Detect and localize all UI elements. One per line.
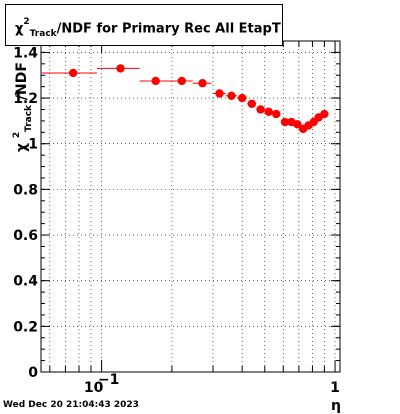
y-tick-label: 0 bbox=[28, 365, 38, 381]
y-axis-title-rest: /NDF bbox=[14, 62, 30, 100]
marker bbox=[256, 105, 265, 114]
data-point bbox=[293, 120, 302, 129]
data-point bbox=[139, 76, 170, 86]
data-layer bbox=[41, 64, 329, 134]
plot-frame bbox=[40, 40, 341, 373]
data-point bbox=[256, 105, 265, 114]
title-rest: /NDF for Primary Rec All EtapT bbox=[56, 21, 281, 37]
y-axis-title-sup: 2 bbox=[12, 132, 22, 138]
tick-layer bbox=[41, 40, 340, 373]
grid-layer bbox=[41, 41, 340, 373]
y-tick-label: 0.2 bbox=[13, 319, 38, 335]
data-point bbox=[169, 76, 193, 86]
title-sup: 2 bbox=[23, 17, 30, 27]
marker bbox=[293, 120, 302, 129]
title-sub: Track bbox=[29, 28, 57, 39]
y-axis-title-chi: χ bbox=[14, 143, 30, 152]
data-point bbox=[236, 93, 248, 103]
y-tick-label: 0.8 bbox=[13, 182, 38, 198]
x-tick-label-exponent: −1 bbox=[98, 372, 119, 388]
y-axis-title: χ 2 Track /NDF bbox=[7, 62, 35, 152]
data-point bbox=[225, 91, 237, 100]
y-tick-label: 1.4 bbox=[13, 45, 38, 61]
marker bbox=[280, 117, 290, 127]
data-point bbox=[320, 109, 329, 119]
svg-text:χ 2 Track: χ 2 Track /NDF bbox=[7, 62, 35, 152]
marker bbox=[237, 93, 247, 103]
y-tick-label: 1 bbox=[28, 137, 38, 153]
data-point bbox=[280, 117, 290, 127]
tick-label-layer: 0 0.2 0.4 0.6 0.8 1 1.2 1.4 10−1 1 bbox=[13, 45, 340, 396]
marker bbox=[227, 91, 236, 100]
marker bbox=[264, 107, 273, 116]
data-point bbox=[247, 99, 257, 108]
title-box: χ2Track/NDF for Primary Rec All EtapT bbox=[5, 4, 283, 46]
y-tick-label: 1.2 bbox=[13, 91, 38, 107]
y-tick-label: 0.4 bbox=[13, 274, 38, 290]
y-tick-label: 0.6 bbox=[13, 228, 38, 244]
x-tick-label: 1 bbox=[330, 380, 340, 396]
data-point bbox=[41, 68, 97, 78]
data-point bbox=[96, 64, 140, 73]
marker bbox=[68, 68, 78, 78]
marker bbox=[177, 76, 186, 86]
x-tick-label: 10 bbox=[84, 380, 104, 396]
marker bbox=[198, 79, 207, 88]
data-point bbox=[272, 109, 281, 119]
marker bbox=[272, 109, 281, 119]
data-point bbox=[212, 89, 226, 98]
marker bbox=[151, 76, 160, 86]
marker bbox=[116, 64, 125, 73]
title-chi: χ bbox=[15, 21, 24, 37]
chart-title: χ2Track/NDF for Primary Rec All EtapT bbox=[15, 17, 281, 39]
y-axis-title-sub: Track bbox=[24, 104, 34, 132]
data-point bbox=[192, 79, 212, 88]
timestamp: Wed Dec 20 21:04:43 2023 bbox=[3, 400, 139, 410]
x-axis-title: η bbox=[331, 398, 341, 414]
marker bbox=[320, 109, 329, 119]
marker bbox=[215, 89, 224, 98]
data-point bbox=[264, 107, 273, 116]
marker bbox=[247, 99, 257, 108]
